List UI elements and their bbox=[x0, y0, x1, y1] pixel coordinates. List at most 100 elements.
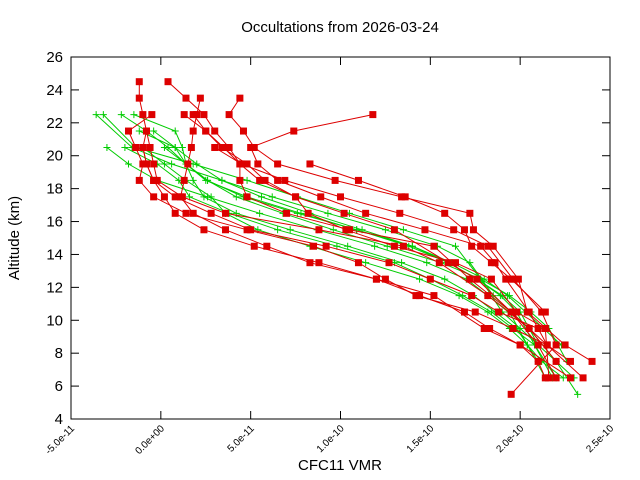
x-tick-label: 2.5e-10 bbox=[584, 423, 616, 455]
x-tick-label: 2.0e-10 bbox=[495, 423, 527, 455]
data-point-red-9 bbox=[495, 308, 503, 316]
data-point-red-8 bbox=[189, 111, 197, 119]
data-point-green-1 bbox=[243, 176, 251, 184]
y-tick-label: 14 bbox=[46, 246, 63, 263]
data-point-red-2 bbox=[399, 242, 407, 250]
data-point-green-1 bbox=[451, 242, 459, 250]
data-point-red-6 bbox=[340, 209, 348, 217]
data-point-red-5 bbox=[489, 242, 497, 250]
data-point-green-7 bbox=[171, 144, 179, 151]
data-point-green-2 bbox=[324, 209, 332, 217]
data-point-red-11 bbox=[306, 160, 314, 168]
data-point-red-11 bbox=[354, 176, 362, 184]
data-point-red-10 bbox=[416, 292, 424, 300]
data-point-red-6 bbox=[180, 111, 188, 119]
data-point-red-2 bbox=[153, 176, 161, 184]
data-point-red-7 bbox=[150, 193, 158, 201]
data-point-red-4 bbox=[263, 242, 271, 250]
data-point-red-5 bbox=[588, 357, 596, 365]
data-point-red-6 bbox=[444, 259, 452, 267]
data-point-green-1 bbox=[399, 226, 407, 234]
y-tick-label: 6 bbox=[55, 378, 63, 395]
data-point-red-5 bbox=[225, 111, 233, 119]
data-point-green-7 bbox=[257, 193, 265, 201]
y-tick-label: 20 bbox=[46, 148, 63, 165]
data-point-red-8 bbox=[451, 259, 459, 267]
data-point-red-10 bbox=[150, 176, 158, 184]
data-point-red-3 bbox=[283, 209, 291, 217]
data-point-red-8 bbox=[292, 193, 300, 201]
data-point-red-5 bbox=[236, 94, 244, 102]
data-point-green-5 bbox=[274, 226, 282, 234]
y-axis-label: Altitude (km) bbox=[6, 196, 23, 280]
data-point-red-10 bbox=[534, 357, 542, 365]
data-point-red-9 bbox=[534, 325, 542, 332]
data-point-red-8 bbox=[342, 226, 350, 234]
data-point-green-7 bbox=[408, 242, 416, 250]
data-point-green-3 bbox=[559, 374, 567, 382]
data-point-red-4 bbox=[480, 325, 488, 332]
data-point-red-10 bbox=[315, 259, 323, 267]
data-point-green-10 bbox=[171, 127, 179, 135]
data-point-red-7 bbox=[543, 341, 551, 349]
data-point-red-9 bbox=[468, 292, 476, 300]
data-point-red-4 bbox=[177, 193, 185, 201]
data-point-red-9 bbox=[247, 226, 255, 234]
data-point-red-7 bbox=[148, 111, 156, 119]
data-point-red-1 bbox=[421, 226, 429, 234]
data-point-red-2 bbox=[222, 209, 230, 217]
data-point-red-3 bbox=[211, 127, 219, 135]
data-point-green-9 bbox=[204, 176, 212, 184]
data-point-red-7 bbox=[381, 275, 389, 283]
series-line-red-12 bbox=[214, 147, 557, 395]
data-point-red-12 bbox=[538, 308, 546, 316]
data-point-red-6 bbox=[473, 275, 481, 283]
data-point-red-1 bbox=[254, 160, 262, 168]
data-point-red-2 bbox=[484, 292, 492, 300]
data-point-red-10 bbox=[516, 341, 524, 349]
y-tick-label: 18 bbox=[46, 181, 63, 198]
data-point-red-10 bbox=[171, 209, 179, 217]
data-point-red-1 bbox=[362, 209, 370, 217]
data-point-red-10 bbox=[139, 144, 147, 151]
y-tick-label: 8 bbox=[55, 345, 63, 362]
data-point-red-5 bbox=[398, 193, 406, 201]
data-point-red-4 bbox=[566, 374, 574, 382]
data-point-red-1 bbox=[477, 242, 485, 250]
data-point-green-8 bbox=[207, 193, 215, 201]
data-point-red-11 bbox=[460, 226, 468, 234]
data-point-red-3 bbox=[182, 94, 190, 102]
data-point-green-10 bbox=[130, 111, 138, 119]
data-point-red-5 bbox=[561, 341, 569, 349]
data-point-red-5 bbox=[274, 160, 282, 168]
data-point-red-9 bbox=[322, 242, 330, 250]
data-point-red-10 bbox=[460, 308, 468, 316]
data-point-red-7 bbox=[310, 242, 318, 250]
data-point-red-3 bbox=[345, 226, 353, 234]
data-point-red-8 bbox=[304, 209, 312, 217]
data-point-red-7 bbox=[471, 308, 479, 316]
data-point-red-8 bbox=[487, 275, 495, 283]
data-point-red-11 bbox=[401, 193, 409, 201]
plot-frame bbox=[70, 56, 611, 420]
series-line-green-8 bbox=[142, 147, 546, 379]
data-point-red-1 bbox=[317, 193, 325, 201]
data-point-red-10 bbox=[486, 325, 494, 332]
data-point-red-10 bbox=[541, 374, 549, 382]
data-point-green-3 bbox=[124, 160, 132, 168]
data-point-green-10 bbox=[398, 259, 406, 267]
data-point-red-12 bbox=[552, 341, 560, 349]
data-point-red-9 bbox=[426, 275, 434, 283]
data-point-red-12 bbox=[484, 242, 492, 250]
data-point-red-7 bbox=[139, 160, 147, 168]
data-point-green-1 bbox=[99, 111, 107, 119]
x-tick-label: 1.5e-10 bbox=[405, 423, 437, 455]
series-line-green-7 bbox=[153, 130, 562, 346]
x-axis-label: CFC11 VMR bbox=[298, 457, 382, 474]
data-point-red-4 bbox=[306, 259, 314, 267]
data-point-green-10 bbox=[189, 176, 197, 184]
series-line-red-5 bbox=[228, 97, 593, 362]
data-point-red-9 bbox=[171, 193, 179, 201]
data-point-red-9 bbox=[142, 127, 150, 135]
